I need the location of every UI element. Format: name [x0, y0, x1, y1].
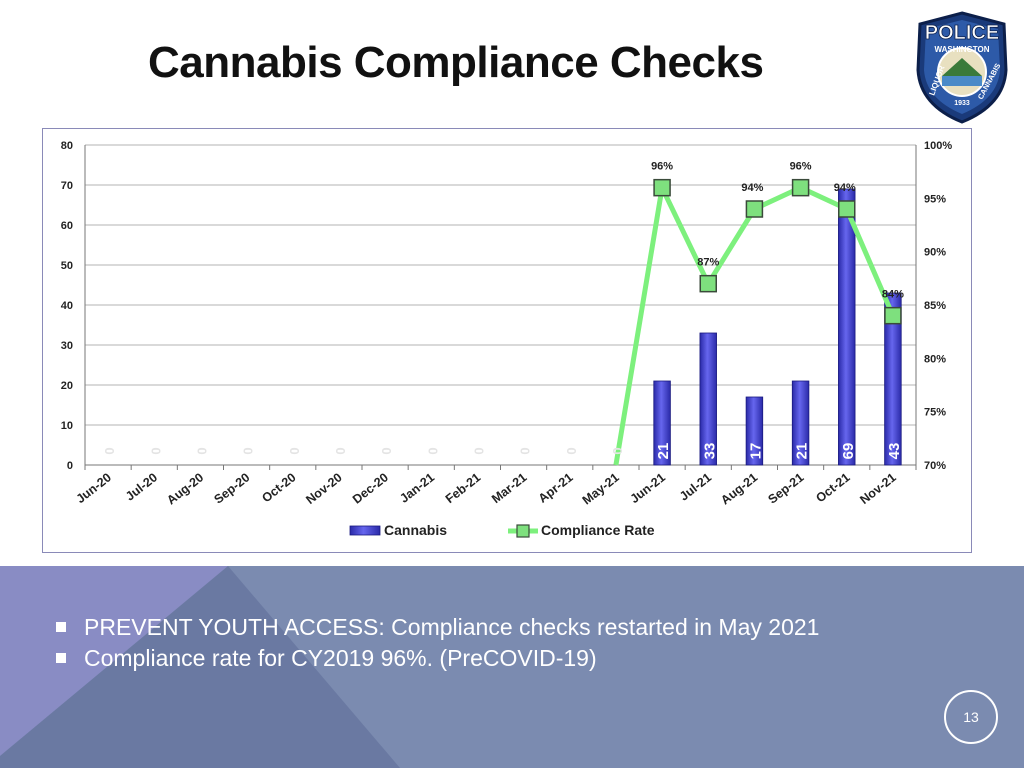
- band-decoration: [0, 566, 400, 768]
- legend-cannabis-swatch: [349, 525, 381, 536]
- x-tick-label: Sep-21: [766, 470, 807, 506]
- bottom-band: [0, 566, 1024, 768]
- x-tick-label: Sep-20: [212, 470, 253, 506]
- police-badge-logo: POLICE WASHINGTON LIQUOR CANNABIS 1933: [916, 11, 1008, 124]
- bullet-square-icon: [56, 622, 66, 632]
- line-data-label: 87%: [697, 257, 719, 269]
- bar-cannabis: [884, 292, 902, 466]
- y-right-tick-label: 100%: [924, 140, 952, 152]
- bar-data-label: 33: [701, 443, 718, 460]
- bar-data-label: 0: [333, 447, 348, 454]
- x-tick-label: Aug-20: [164, 470, 206, 507]
- x-tick-label: Nov-21: [857, 470, 899, 507]
- y-left-tick-label: 20: [61, 380, 73, 392]
- x-tick-label: Mar-21: [489, 470, 529, 506]
- band-dark-triangle: [0, 566, 400, 768]
- bar-data-label: 21: [655, 443, 672, 460]
- x-tick-label: Jan-21: [397, 470, 437, 505]
- bar-cannabis: [699, 332, 717, 466]
- line-data-label: 94%: [834, 182, 856, 194]
- chart-frame: 0 10 20 30 40 50 60 70 80 70% 75% 80% 85% 90% 95% 100% 0…: [42, 128, 972, 553]
- bullet-item: PREVENT YOUTH ACCESS: Compliance checks …: [56, 612, 819, 643]
- y-left-tick-label: 80: [61, 140, 73, 152]
- y-right-tick-label: 95%: [924, 193, 946, 205]
- y-left-tick-label: 0: [67, 460, 73, 472]
- page-number: 13: [944, 690, 998, 744]
- compliance-rate-marker: [745, 200, 764, 218]
- badge-state-text: WASHINGTON: [935, 45, 990, 54]
- bar-data-label: 0: [471, 447, 486, 454]
- bar-cannabis: [653, 380, 671, 466]
- compliance-rate-marker: [699, 274, 717, 293]
- line-data-label: 96%: [651, 161, 673, 173]
- line-data-label: 94%: [741, 182, 763, 194]
- bar-data-label: 0: [287, 447, 302, 454]
- x-tick-label: Oct-21: [813, 470, 852, 505]
- compliance-rate-marker: [884, 306, 902, 325]
- bar-data-label: 0: [610, 447, 625, 454]
- y-right-tick-label: 75%: [924, 407, 946, 419]
- y-left-tick-label: 40: [61, 300, 73, 312]
- x-tick-label: Nov-20: [303, 470, 345, 507]
- bullet-list: PREVENT YOUTH ACCESS: Compliance checks …: [56, 612, 819, 674]
- y-left-tick-label: 30: [61, 340, 73, 352]
- y-right-tick-label: 70%: [924, 460, 946, 472]
- bar-data-label: 0: [564, 447, 579, 454]
- y-left-tick-label: 70: [61, 180, 73, 192]
- bar-cannabis: [745, 396, 764, 466]
- bar-data-label: 0: [241, 447, 256, 454]
- y-left-tick-label: 50: [61, 260, 73, 272]
- y-left-tick-label: 60: [61, 220, 73, 232]
- x-tick-label: Oct-20: [259, 470, 298, 505]
- compliance-chart: 0 10 20 30 40 50 60 70 80 70% 75% 80% 85% 90% 95% 100% 0…: [61, 140, 953, 538]
- y-right-tick-label: 90%: [924, 247, 946, 259]
- bar-data-label: 43: [886, 443, 903, 460]
- bar-data-label: 69: [840, 443, 857, 460]
- x-tick-label: Jun-21: [628, 470, 668, 506]
- line-data-label: 84%: [882, 289, 904, 301]
- legend-rate-marker: [516, 524, 530, 538]
- x-tick-label: Aug-21: [718, 470, 760, 507]
- bar-data-label: 0: [379, 447, 394, 454]
- badge-police-text: POLICE: [925, 22, 999, 44]
- bar-data-label: 0: [194, 447, 209, 454]
- bar-data-label: 0: [518, 447, 533, 454]
- bar-data-label: 0: [148, 447, 163, 454]
- x-tick-label: Feb-21: [443, 470, 483, 506]
- y-right-tick-label: 80%: [924, 353, 946, 365]
- bullet-text: PREVENT YOUTH ACCESS: Compliance checks …: [84, 614, 820, 640]
- compliance-rate-marker: [791, 178, 810, 197]
- bar-cannabis: [791, 380, 810, 466]
- x-tick-label: May-21: [580, 470, 622, 507]
- slide-title: Cannabis Compliance Checks: [148, 38, 764, 87]
- bar-data-label: 21: [794, 443, 811, 460]
- bullet-square-icon: [56, 653, 66, 663]
- compliance-rate-marker: [838, 200, 856, 218]
- x-tick-label: Dec-20: [350, 470, 391, 506]
- legend-cannabis-label: Cannabis: [384, 522, 447, 538]
- compliance-rate-marker: [653, 178, 671, 197]
- bar-data-label: 0: [425, 447, 440, 454]
- legend-rate-label: Compliance Rate: [541, 522, 655, 538]
- x-tick-label: Jun-20: [74, 470, 114, 506]
- bar-cannabis: [838, 188, 856, 466]
- bullet-item: Compliance rate for CY2019 96%. (PreCOVI…: [56, 643, 819, 674]
- y-right-tick-label: 85%: [924, 300, 946, 312]
- bar-data-label: 0: [102, 447, 117, 454]
- badge-year-text: 1933: [954, 100, 970, 107]
- x-tick-label: Jul-20: [123, 470, 160, 503]
- y-left-tick-label: 10: [61, 420, 73, 432]
- x-tick-label: Jul-21: [677, 470, 714, 503]
- bar-data-label: 17: [747, 443, 764, 460]
- bullet-text: Compliance rate for CY2019 96%. (PreCOVI…: [84, 645, 597, 671]
- x-tick-label: Apr-21: [536, 470, 576, 505]
- line-data-label: 96%: [790, 161, 812, 173]
